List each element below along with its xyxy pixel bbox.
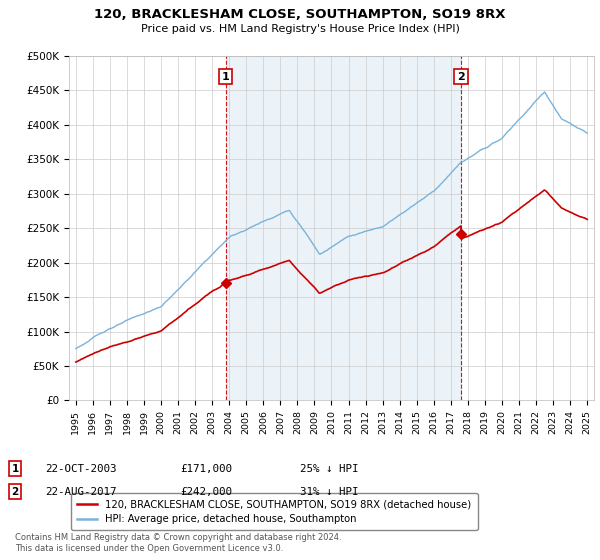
Bar: [226, 56, 461, 400]
Text: 2: 2: [11, 487, 19, 497]
Text: 25% ↓ HPI: 25% ↓ HPI: [300, 464, 359, 474]
Text: Contains HM Land Registry data © Crown copyright and database right 2024.
This d: Contains HM Land Registry data © Crown c…: [15, 533, 341, 553]
Text: 1: 1: [11, 464, 19, 474]
Legend: 120, BRACKLESHAM CLOSE, SOUTHAMPTON, SO19 8RX (detached house), HPI: Average pri: 120, BRACKLESHAM CLOSE, SOUTHAMPTON, SO1…: [71, 493, 478, 530]
Text: Price paid vs. HM Land Registry's House Price Index (HPI): Price paid vs. HM Land Registry's House …: [140, 24, 460, 34]
Text: 22-AUG-2017: 22-AUG-2017: [45, 487, 116, 497]
Text: 22-OCT-2003: 22-OCT-2003: [45, 464, 116, 474]
Text: 2: 2: [457, 72, 465, 82]
Text: 120, BRACKLESHAM CLOSE, SOUTHAMPTON, SO19 8RX: 120, BRACKLESHAM CLOSE, SOUTHAMPTON, SO1…: [94, 8, 506, 21]
Text: 31% ↓ HPI: 31% ↓ HPI: [300, 487, 359, 497]
Text: £171,000: £171,000: [180, 464, 232, 474]
Text: 1: 1: [222, 72, 230, 82]
Text: £242,000: £242,000: [180, 487, 232, 497]
